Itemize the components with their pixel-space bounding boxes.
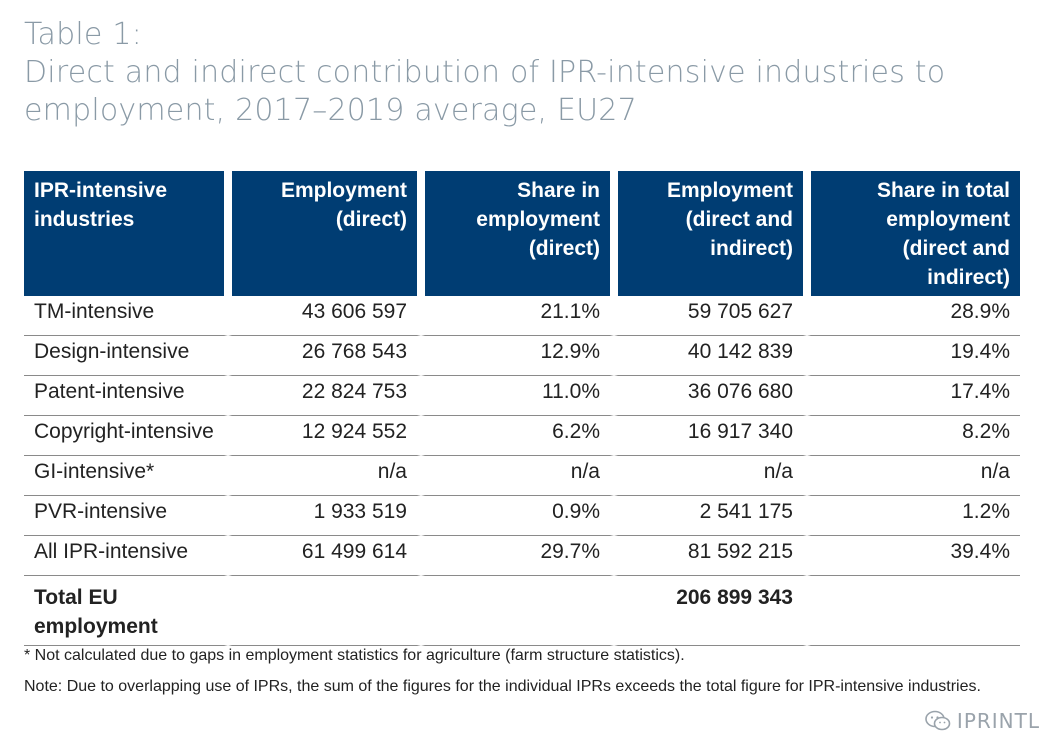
total-row-label: Total EU employment [24,576,228,646]
wechat-icon [925,710,951,732]
table-title: Table 1: Direct and indirect contributio… [24,16,1034,130]
table-notes: * Not calculated due to gaps in employme… [24,645,1024,707]
cell-employment-total: 36 076 680 [614,376,807,416]
footnote: * Not calculated due to gaps in employme… [24,647,685,664]
cell-share-total: 1.2% [807,496,1020,536]
col-header-share-direct: Share in employment (direct) [421,171,614,296]
note: Note: Due to overlapping use of IPRs, th… [24,678,981,695]
row-label: Copyright-intensive [24,416,228,456]
cell-employment-total: 16 917 340 [614,416,807,456]
cell-share-total: 8.2% [807,416,1020,456]
cell-employment-direct: 26 768 543 [228,336,421,376]
col-header-employment-total: Employment (direct and indirect) [614,171,807,296]
table-row: PVR-intensive 1 933 519 0.9% 2 541 175 1… [24,496,1020,536]
cell-employment-direct: n/a [228,456,421,496]
row-label: TM-intensive [24,296,228,336]
col-header-industries: IPR-intensive industries [24,171,228,296]
cell-share-direct: 12.9% [421,336,614,376]
table-caption-line-1: Direct and indirect contribution of IPR-… [24,55,946,90]
cell-employment-total: 59 705 627 [614,296,807,336]
cell-share-total: 17.4% [807,376,1020,416]
cell-share-direct: n/a [421,456,614,496]
col-header-employment-direct: Employment (direct) [228,171,421,296]
watermark: IPRINTL [925,709,1040,733]
row-label: Design-intensive [24,336,228,376]
cell-share-direct: 11.0% [421,376,614,416]
table-row: Copyright-intensive 12 924 552 6.2% 16 9… [24,416,1020,456]
col-header-share-total: Share in total employment (direct and in… [807,171,1020,296]
row-label: GI-intensive* [24,456,228,496]
table-row: All IPR-intensive 61 499 614 29.7% 81 59… [24,536,1020,576]
cell-share-direct: 0.9% [421,496,614,536]
total-share-total [807,576,1020,646]
row-label: All IPR-intensive [24,536,228,576]
table-row: Patent-intensive 22 824 753 11.0% 36 076… [24,376,1020,416]
row-label: PVR-intensive [24,496,228,536]
employment-table: IPR-intensive industries Employment (dir… [24,171,1020,646]
cell-employment-total: n/a [614,456,807,496]
total-employment-total: 206 899 343 [614,576,807,646]
cell-employment-direct: 22 824 753 [228,376,421,416]
table-row: Design-intensive 26 768 543 12.9% 40 142… [24,336,1020,376]
cell-share-total: 19.4% [807,336,1020,376]
cell-share-direct: 29.7% [421,536,614,576]
cell-employment-direct: 12 924 552 [228,416,421,456]
table-row: TM-intensive 43 606 597 21.1% 59 705 627… [24,296,1020,336]
cell-employment-direct: 1 933 519 [228,496,421,536]
cell-employment-direct: 43 606 597 [228,296,421,336]
cell-employment-total: 2 541 175 [614,496,807,536]
cell-share-direct: 6.2% [421,416,614,456]
cell-employment-direct: 61 499 614 [228,536,421,576]
cell-share-total: 39.4% [807,536,1020,576]
cell-employment-total: 81 592 215 [614,536,807,576]
row-label: Patent-intensive [24,376,228,416]
cell-employment-total: 40 142 839 [614,336,807,376]
total-employment-direct [228,576,421,646]
total-share-direct [421,576,614,646]
cell-share-total: 28.9% [807,296,1020,336]
total-row: Total EU employment 206 899 343 [24,576,1020,646]
header-row: IPR-intensive industries Employment (dir… [24,171,1020,296]
table-number: Table 1: [24,17,142,52]
table-row: GI-intensive* n/a n/a n/a n/a [24,456,1020,496]
table-caption-line-2: employment, 2017–2019 average, EU27 [24,93,637,128]
cell-share-direct: 21.1% [421,296,614,336]
cell-share-total: n/a [807,456,1020,496]
watermark-text: IPRINTL [956,709,1040,733]
